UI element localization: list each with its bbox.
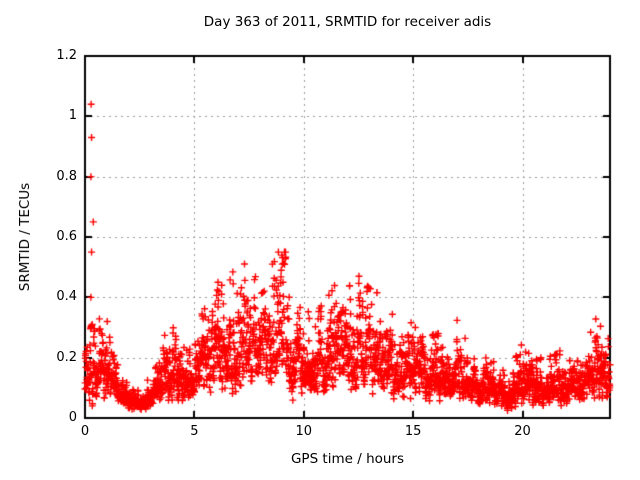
x-tick-label-0: 0 (80, 424, 90, 439)
x-axis-label: GPS time / hours (290, 451, 405, 467)
x-tick-label-10: 10 (295, 424, 313, 439)
y-tick-label-0: 0 (68, 410, 77, 425)
y-tick-label-1.2: 1.2 (56, 48, 77, 63)
y-tick-label-0.4: 0.4 (56, 289, 77, 305)
y-tick-label-0.2: 0.2 (56, 349, 77, 365)
y-tick-label-0.6: 0.6 (56, 229, 77, 244)
chart-title: Day 363 of 2011, SRMTID for receiver adi… (203, 14, 492, 30)
x-tick-label-5: 5 (190, 424, 199, 439)
y-axis-label: SRMTID / TECUs (17, 182, 33, 292)
x-tick-label-15: 15 (404, 424, 422, 439)
y-tick-label-0.8: 0.8 (56, 168, 77, 184)
y-tick-label-1: 1 (68, 108, 77, 124)
x-tick-label-20: 20 (514, 424, 531, 439)
